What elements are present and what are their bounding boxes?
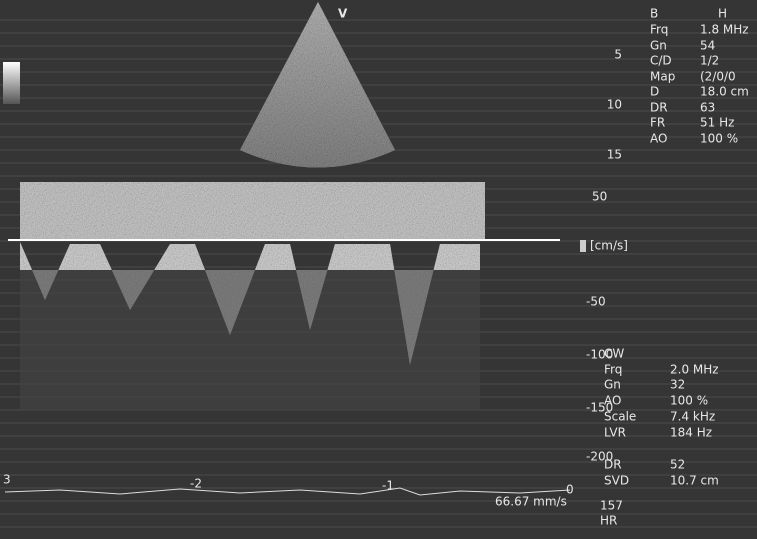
cw-param-label: Scale [604, 410, 636, 424]
cw-param-label: Gn [604, 378, 621, 392]
cw-param-value: 10.7 cm [670, 474, 719, 488]
gray-scale-bar [3, 62, 20, 104]
depth-label: 5 [614, 48, 622, 62]
b-param-value: 63 [700, 101, 715, 115]
b-param-label: DR [650, 101, 668, 115]
b-param-value: 51 Hz [700, 116, 734, 130]
cw-param-label: SVD [604, 474, 629, 488]
cw-title: CW [604, 347, 624, 361]
spectrum-noise [20, 270, 480, 410]
velocity-label: -150 [586, 401, 613, 415]
b-param-label: D [650, 85, 659, 99]
cw-param-label: LVR [604, 426, 626, 440]
cw-param-label: AO [604, 394, 621, 408]
b-param-value: H [718, 7, 727, 21]
heart-rate-value: 157 [600, 499, 623, 513]
sector-label: V [338, 7, 348, 21]
velocity-label: -50 [586, 295, 606, 309]
velocity-unit: [cm/s] [590, 239, 628, 253]
time-label: 3 [3, 473, 11, 487]
b-param-label: B [650, 7, 658, 21]
cw-param-value: 100 % [670, 394, 708, 408]
b-param-value: 1.8 MHz [700, 23, 749, 37]
ecg-trace [4, 487, 571, 496]
b-param-label: C/D [650, 54, 672, 68]
cw-param-value: 7.4 kHz [670, 410, 715, 424]
cw-param-value: 184 Hz [670, 426, 712, 440]
b-param-label: FR [650, 116, 665, 130]
velocity-label: -100 [586, 348, 613, 362]
cw-param-label: DR [604, 458, 622, 472]
depth-label: 15 [607, 148, 622, 162]
cw-param-value: 52 [670, 458, 685, 472]
b-param-value: 18.0 cm [700, 85, 749, 99]
spectrum-forward [20, 182, 485, 240]
b-param-value: 1/2 [700, 54, 719, 68]
time-label: -1 [382, 479, 394, 493]
cw-param-label: Frq [604, 363, 622, 377]
time-label: -2 [190, 477, 202, 491]
cw-param-value: 32 [670, 378, 685, 392]
b-param-label: AO [650, 132, 667, 146]
velocity-label: -200 [586, 450, 613, 464]
b-param-value: 54 [700, 39, 715, 53]
velocity-label: 50 [592, 190, 607, 204]
time-label: 0 [566, 483, 574, 497]
b-param-value: (2/0/0 [700, 70, 736, 84]
cw-param-value: 2.0 MHz [670, 363, 719, 377]
b-param-label: Frq [650, 23, 668, 37]
b-param-label: Gn [650, 39, 667, 53]
b-param-label: Map [650, 70, 675, 84]
sector-image [240, 2, 395, 168]
b-param-value: 100 % [700, 132, 738, 146]
depth-label: 10 [607, 98, 622, 112]
sweep-speed: 66.67 mm/s [495, 495, 567, 509]
heart-rate-label: HR [600, 514, 617, 528]
baseline-marker [580, 240, 586, 252]
